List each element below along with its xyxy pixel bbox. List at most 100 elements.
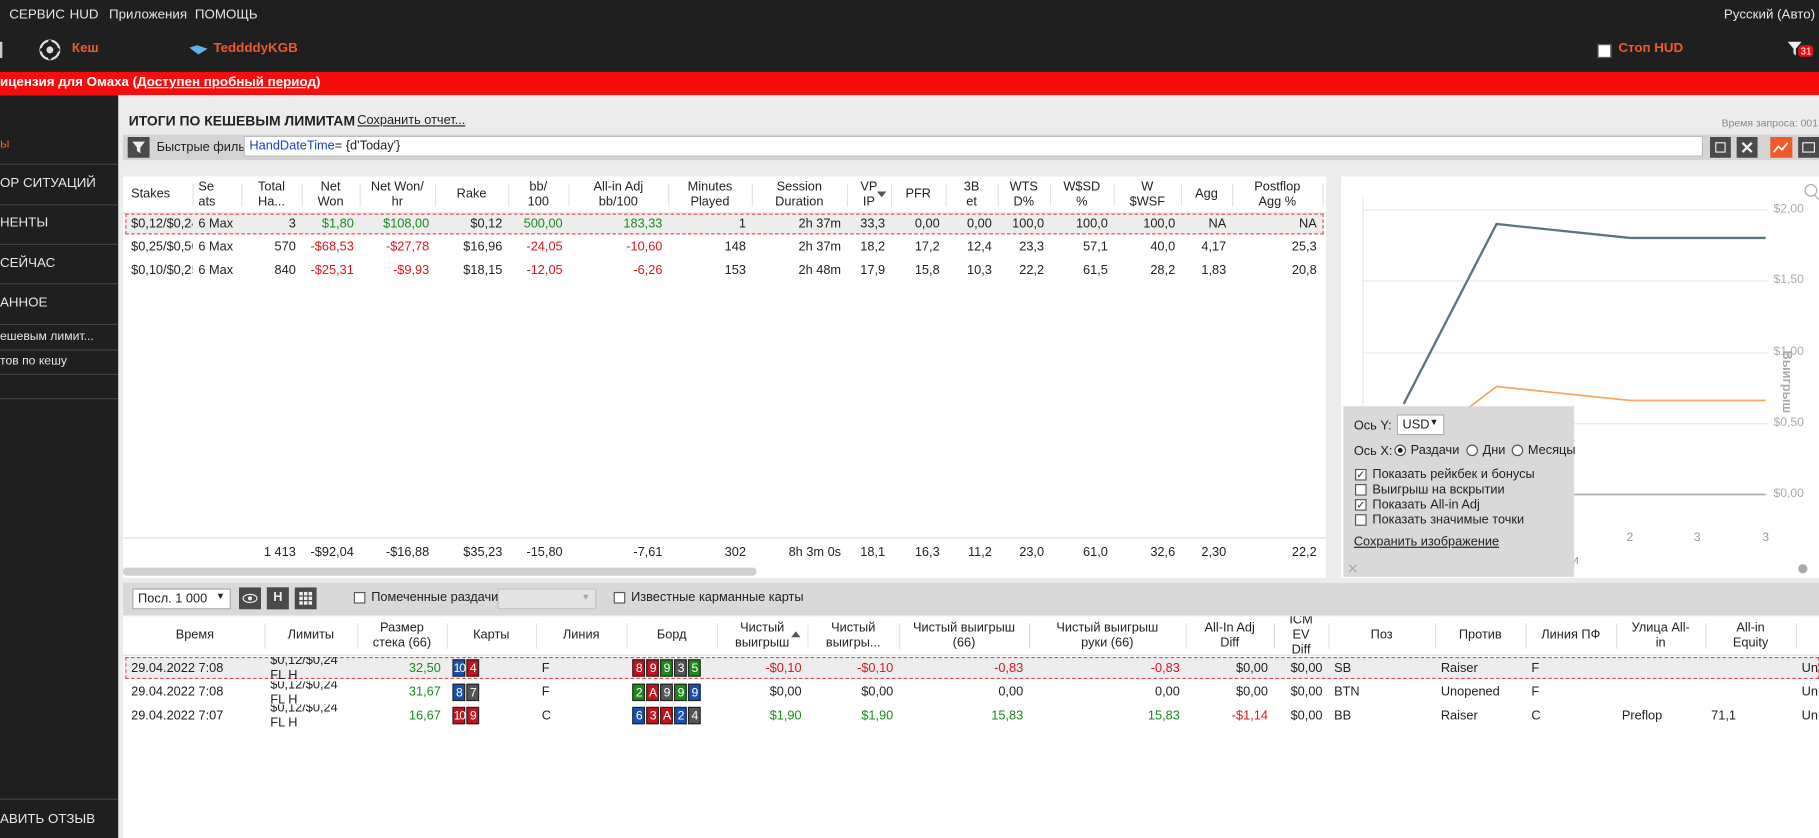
column-divider [264, 623, 266, 649]
column-divider [508, 183, 510, 207]
table-cell: NA [1208, 217, 1227, 231]
currency-select[interactable]: USD ▼ [1396, 414, 1445, 436]
column-divider [1795, 623, 1797, 649]
table-cell: 71,1 [1711, 708, 1736, 723]
radio-button[interactable] [1466, 444, 1478, 457]
table-cell: 25,3 [1291, 240, 1317, 255]
card: 3 [674, 659, 687, 677]
card: 4 [466, 659, 480, 677]
table-cell: 10,3 [967, 263, 992, 278]
checkbox[interactable]: ✓ [1354, 468, 1367, 481]
totals-border [122, 537, 1326, 539]
y-tick-label: $1,00 [1773, 344, 1804, 359]
table-cell: 31,67 [408, 684, 441, 699]
column-divider [357, 623, 359, 649]
table-cell: 15,8 [914, 263, 940, 278]
trial-link[interactable]: Доступен пробный период [137, 75, 316, 90]
hands-toolbar [122, 582, 1819, 616]
marked-checkbox[interactable] [353, 591, 366, 604]
table-cell: 100,0 [1143, 217, 1176, 231]
sidebar-item[interactable]: НЕНТЫ [0, 215, 49, 230]
total-cell: 11,2 [967, 544, 992, 559]
cash-tab[interactable]: Кеш [71, 41, 99, 56]
grid-button[interactable] [294, 587, 317, 610]
menu-item[interactable]: ПОМОЩЬ [194, 8, 258, 23]
filter-actions[interactable] [1709, 136, 1819, 158]
save-report-link[interactable]: Сохранить отчет... [357, 113, 466, 128]
sidebar-item[interactable]: ОР СИТУАЦИЙ [0, 176, 96, 191]
menu-item[interactable]: Приложения [109, 8, 188, 23]
table-cell: 23,3 [1019, 240, 1045, 255]
limit-select[interactable]: Посл. 1 000 ▼ [132, 588, 231, 610]
table-cell: -$68,53 [310, 240, 354, 255]
sidebar-item[interactable]: ы [0, 136, 10, 151]
feedback-link[interactable]: АВИТЬ ОТЗЫВ [0, 812, 96, 827]
table-cell: C [1531, 708, 1541, 723]
card: A [646, 683, 659, 701]
column-divider [435, 183, 437, 207]
menu-item[interactable]: СЕРВИС [9, 8, 65, 23]
table-cell: 29.04.2022 7:07 [131, 708, 224, 723]
table-cell: $0,00 [1290, 684, 1323, 699]
selected-row [125, 213, 1324, 235]
checkbox[interactable] [1354, 514, 1367, 526]
table-cell: $0,12/$0,24 [131, 217, 193, 231]
sidebar-item[interactable]: ешевым лимит... [0, 329, 94, 344]
table-cell: -24,05 [526, 240, 563, 255]
menu-item[interactable]: HUD [69, 8, 99, 23]
table-cell: 40,0 [1150, 240, 1176, 255]
table-cell: -$25,31 [310, 263, 354, 278]
radio-button[interactable] [1511, 444, 1524, 457]
filter-button[interactable] [127, 136, 150, 158]
table-cell: SB [1334, 661, 1352, 675]
column-header: Postflop Agg % [1254, 179, 1301, 209]
query-time: Время запроса: 001 м [1721, 117, 1819, 129]
column-header: Session Duration [775, 179, 824, 209]
stop-hud-checkbox[interactable] [1597, 44, 1612, 59]
sidebar-separator [0, 283, 119, 285]
sidebar-item[interactable]: тов по кешу [0, 354, 67, 368]
eye-button[interactable] [238, 587, 262, 610]
column-divider [1113, 183, 1115, 207]
table-cell: $0,25/$0,50 [131, 240, 193, 255]
column-header: Чистый выигры... [825, 620, 881, 650]
checkbox[interactable]: ✓ [1354, 499, 1367, 511]
table-cell: 570 [274, 240, 296, 255]
player-tab[interactable]: TeddddyKGB [213, 41, 298, 56]
table-cell: Un [1801, 708, 1818, 723]
notifications-icon[interactable] [1787, 41, 1803, 57]
table-cell: 0,00 [998, 684, 1024, 699]
card: 10 [452, 659, 466, 677]
sidebar-item[interactable]: СЕЙЧАС [0, 256, 56, 271]
y-tick-label: $1,50 [1773, 272, 1804, 287]
cash-icon [39, 39, 61, 61]
column-divider [751, 183, 753, 207]
tab-edge [0, 41, 19, 59]
sidebar-item[interactable]: АННОЕ [0, 295, 48, 310]
known-cards-checkbox[interactable] [613, 591, 626, 604]
horizontal-scrollbar[interactable] [122, 567, 757, 576]
table-cell: 12,4 [967, 240, 992, 255]
column-header: Борд [656, 627, 687, 642]
filter-input[interactable]: HandDateTime= {d'Today'} [243, 135, 1704, 157]
language-selector[interactable]: Русский (Авто) [1723, 8, 1816, 23]
card: 9 [660, 683, 673, 701]
table-cell: Unopened [1440, 684, 1500, 699]
table-cell: NA [1298, 217, 1317, 231]
table-cell: -$0,10 [857, 661, 894, 675]
column-header: Лимиты [287, 627, 335, 642]
stop-hud-label[interactable]: Стоп HUD [1618, 41, 1684, 56]
hud-button[interactable]: H [266, 587, 289, 610]
table-cell: 15,83 [1147, 708, 1180, 723]
marked-select[interactable]: ▼ [497, 588, 597, 610]
column-divider [1328, 623, 1330, 649]
close-settings[interactable]: ✕ [1346, 560, 1359, 577]
radio-button[interactable] [1394, 444, 1407, 457]
table-cell: $0,00 [769, 684, 802, 699]
save-image-link[interactable]: Сохранить изображение [1353, 535, 1500, 550]
checkbox[interactable] [1354, 484, 1367, 496]
column-divider [846, 183, 849, 207]
table-cell: 2h 37m [798, 217, 842, 231]
table-cell: 100,0 [1012, 217, 1045, 231]
card: 9 [646, 659, 659, 677]
